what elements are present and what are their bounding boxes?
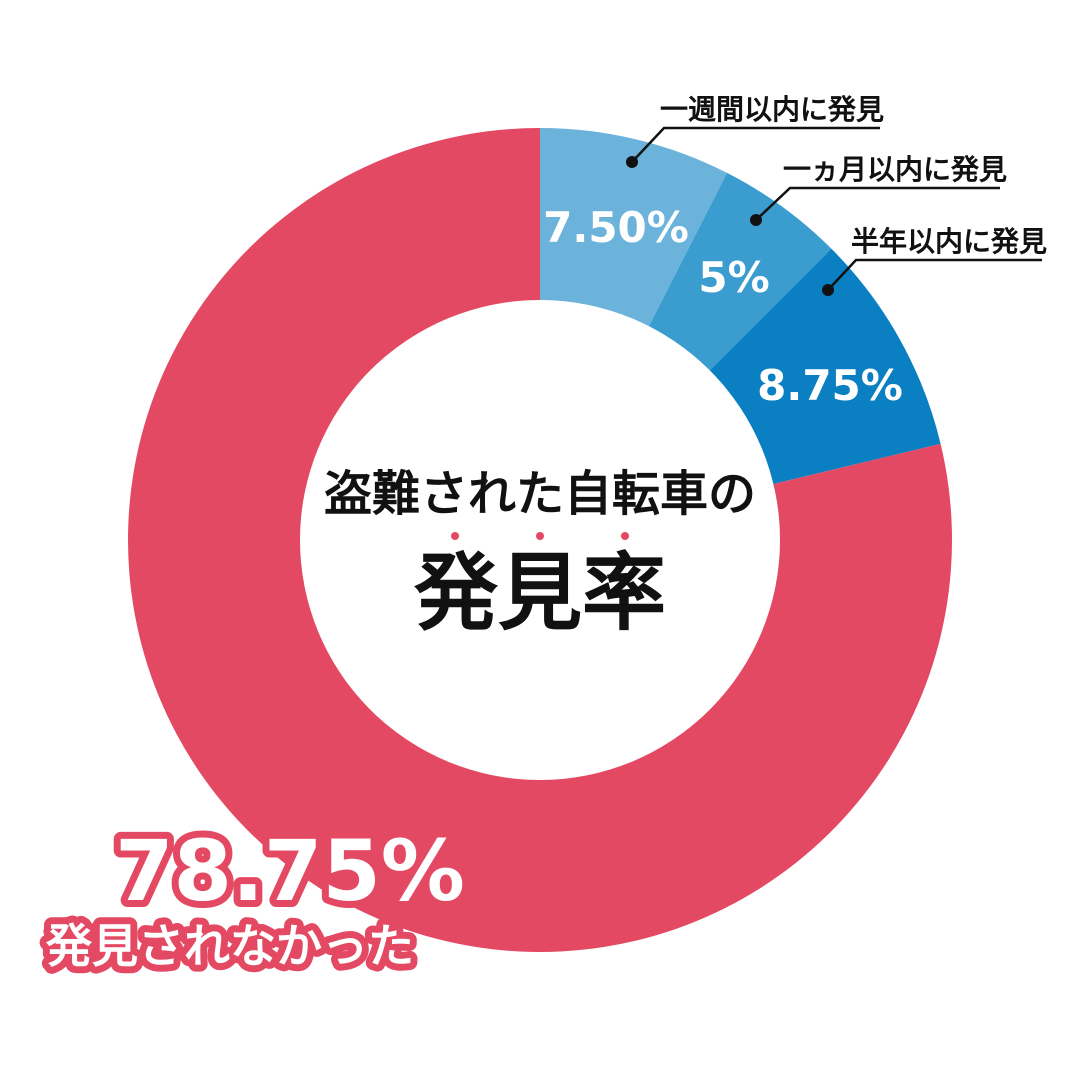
emphasis-dot: [536, 532, 544, 540]
callout-label-half-year: 半年以内に発見: [851, 225, 1047, 258]
center-title: 盗難された自転車の 発見率: [324, 466, 756, 642]
emphasis-dot: [451, 532, 459, 540]
value-label-one-month: 5%: [698, 253, 769, 302]
callout-label-one-week: 一週間以内に発見: [660, 93, 884, 126]
center-title-line1: 盗難された自転車の: [324, 466, 756, 522]
callout-label-one-month: 一ヵ月以内に発見: [783, 153, 1007, 186]
not-found-value: 78.75%: [115, 822, 465, 920]
value-label-half-year: 8.75%: [757, 361, 903, 410]
not-found-caption: 発見されなかった: [46, 919, 414, 973]
emphasis-dot: [621, 532, 629, 540]
callouts: 一週間以内に発見 一ヵ月以内に発見 半年以内に発見: [626, 93, 1047, 296]
not-found-label: 78.75% 発見されなかった: [39, 815, 472, 980]
callout-half-year: 半年以内に発見: [822, 225, 1047, 296]
center-title-line2: 発見率: [414, 544, 666, 642]
callout-one-month: 一ヵ月以内に発見: [750, 153, 1007, 226]
inner-value-labels: 7.50% 5% 8.75%: [543, 203, 903, 410]
value-label-one-week: 7.50%: [543, 203, 689, 252]
callout-one-week: 一週間以内に発見: [626, 93, 884, 168]
